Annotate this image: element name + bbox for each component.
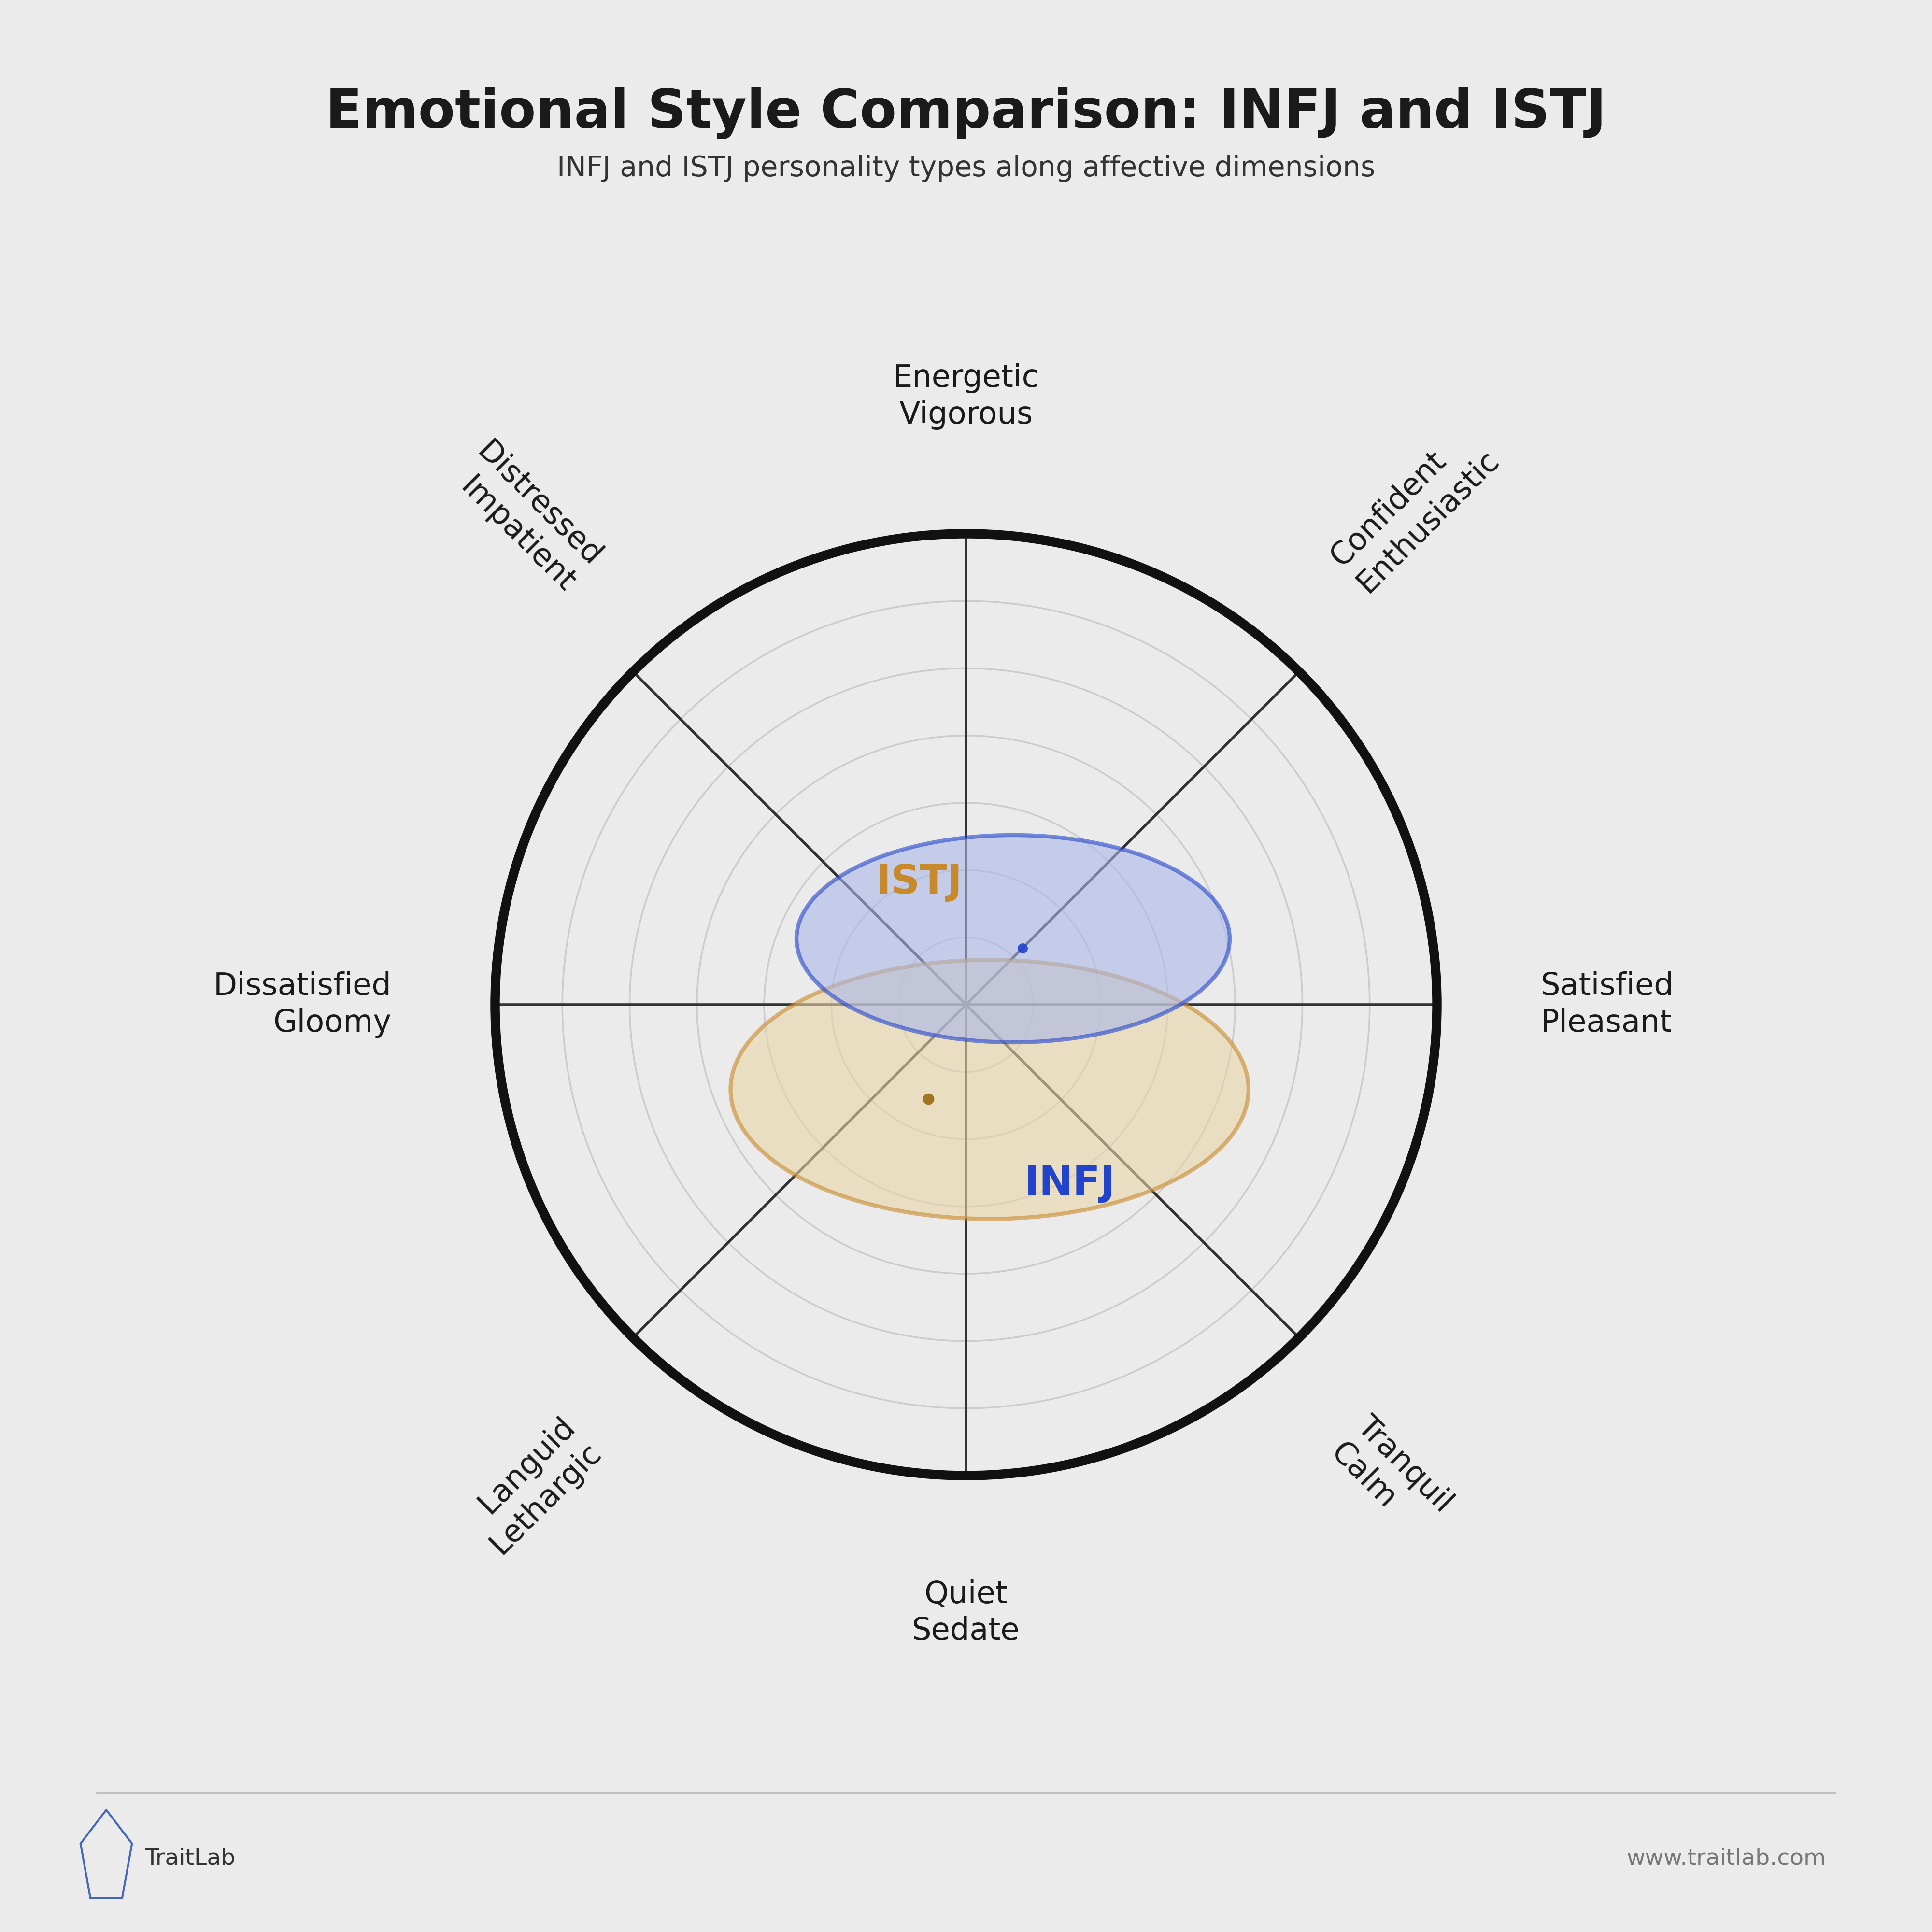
- Text: Languid
Lethargic: Languid Lethargic: [458, 1410, 607, 1559]
- Text: Energetic
Vigorous: Energetic Vigorous: [893, 363, 1039, 431]
- Text: INFJ and ISTJ personality types along affective dimensions: INFJ and ISTJ personality types along af…: [556, 155, 1376, 182]
- Ellipse shape: [796, 835, 1231, 1043]
- Text: Emotional Style Comparison: INFJ and ISTJ: Emotional Style Comparison: INFJ and IST…: [327, 87, 1605, 139]
- Text: Quiet
Sedate: Quiet Sedate: [912, 1578, 1020, 1646]
- Text: Distressed
Impatient: Distressed Impatient: [444, 437, 607, 599]
- Text: Dissatisfied
Gloomy: Dissatisfied Gloomy: [213, 972, 392, 1037]
- Text: Confident
Enthusiastic: Confident Enthusiastic: [1325, 419, 1505, 599]
- Text: Satisfied
Pleasant: Satisfied Pleasant: [1540, 972, 1673, 1037]
- Text: INFJ: INFJ: [1024, 1163, 1115, 1204]
- Text: ISTJ: ISTJ: [875, 862, 962, 902]
- Text: www.traitlab.com: www.traitlab.com: [1627, 1847, 1826, 1870]
- Text: TraitLab: TraitLab: [145, 1847, 236, 1870]
- Text: Tranquil
Calm: Tranquil Calm: [1325, 1410, 1459, 1544]
- Ellipse shape: [730, 960, 1248, 1219]
